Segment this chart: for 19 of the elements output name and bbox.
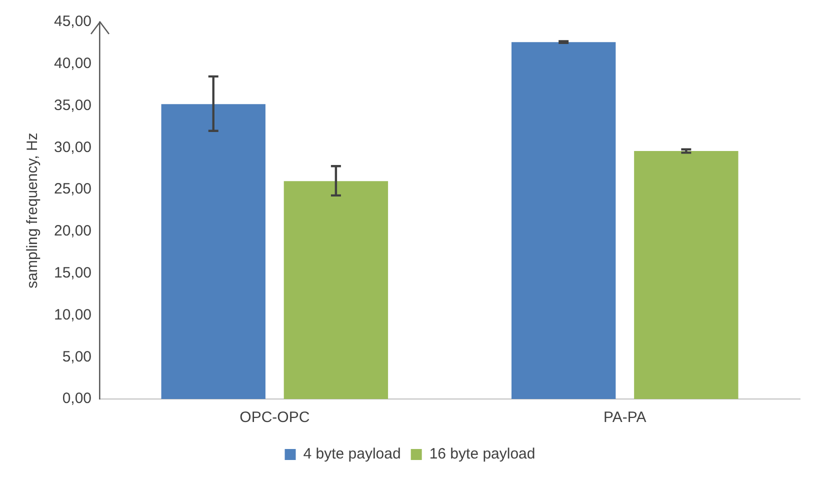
y-tick-label: 5,00	[62, 348, 92, 366]
y-tick-label: 20,00	[54, 222, 92, 240]
y-tick-label: 35,00	[54, 96, 92, 114]
y-tick-label: 15,00	[54, 264, 92, 282]
y-tick-label: 0,00	[62, 390, 92, 408]
bar	[634, 151, 738, 399]
bar	[284, 181, 388, 399]
y-axis-title: sampling frequency, Hz	[24, 132, 42, 288]
y-tick-label: 45,00	[54, 13, 92, 30]
legend-label: 16 byte payload	[429, 446, 536, 463]
legend-label: 4 byte payload	[303, 446, 401, 463]
x-tick-label: PA-PA	[603, 409, 646, 426]
y-tick-label: 30,00	[54, 138, 92, 156]
y-tick-label: 25,00	[54, 180, 92, 198]
y-tick-label: 40,00	[54, 55, 92, 72]
bar	[511, 42, 616, 399]
bar	[161, 104, 266, 399]
y-tick-label: 10,00	[54, 306, 92, 324]
x-tick-label: OPC-OPC	[240, 409, 310, 426]
